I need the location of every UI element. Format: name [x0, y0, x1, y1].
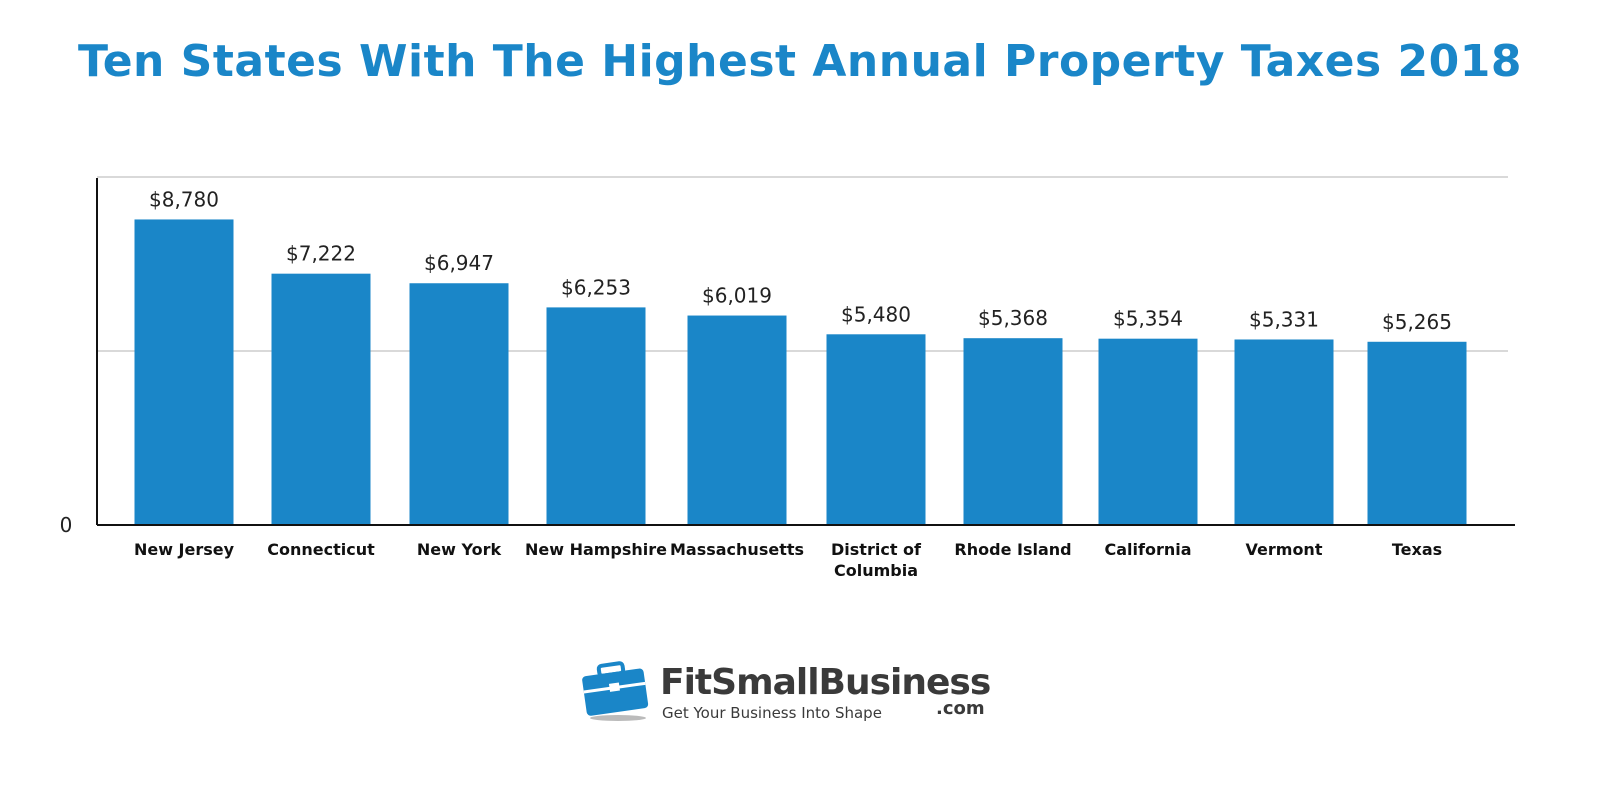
category-label: Massachusetts — [670, 540, 804, 559]
bar-value-label: $5,480 — [841, 302, 911, 326]
category-label-line: District of — [831, 540, 922, 559]
category-label-line: Rhode Island — [954, 540, 1071, 559]
category-label: New Hampshire — [525, 540, 667, 559]
bar-value-label: $6,253 — [561, 275, 631, 299]
bar-value-label: $5,368 — [978, 306, 1048, 330]
bar — [546, 307, 646, 525]
chart-title: Ten States With The Highest Annual Prope… — [78, 36, 1522, 87]
bar-value-label: $5,354 — [1113, 307, 1183, 331]
bar — [1098, 338, 1198, 525]
category-label: California — [1104, 540, 1191, 559]
bar — [826, 334, 926, 525]
category-label: New York — [417, 540, 502, 559]
bar — [271, 273, 371, 525]
category-label: New Jersey — [134, 540, 235, 559]
category-label-line: Texas — [1392, 540, 1442, 559]
bars — [134, 219, 1467, 525]
bar — [687, 315, 787, 525]
bar-value-label: $5,331 — [1249, 307, 1319, 331]
category-label-line: New Jersey — [134, 540, 235, 559]
bar-chart: $8,780 $7,222 $6,947 $6,253 $6,019 $5,480 $5,3… — [60, 176, 1515, 580]
bar-value-label: $8,780 — [149, 187, 219, 211]
category-label: Rhode Island — [954, 540, 1071, 559]
category-label: Connecticut — [267, 540, 375, 559]
category-label-line: Connecticut — [267, 540, 375, 559]
category-label-line: New York — [417, 540, 502, 559]
bar — [134, 219, 234, 525]
bar — [1234, 339, 1334, 525]
bar-value-label: $6,947 — [424, 251, 494, 275]
category-label-line: New Hampshire — [525, 540, 667, 559]
category-label-line: Columbia — [834, 561, 918, 580]
logo-wordmark: FitSmallBusiness — [660, 662, 991, 703]
bar-value-label: $7,222 — [286, 242, 356, 266]
axes: 0 — [60, 178, 1515, 537]
category-label-line: California — [1104, 540, 1191, 559]
bar-value-label: $5,265 — [1382, 310, 1452, 334]
category-label: District of Columbia — [831, 540, 922, 580]
category-labels: New Jersey Connecticut New York New Hampshi… — [134, 540, 1442, 580]
bar — [1367, 341, 1467, 525]
category-label: Texas — [1392, 540, 1442, 559]
bar-value-label: $6,019 — [702, 284, 772, 308]
logo-dotcom: .com — [936, 698, 985, 719]
logo-tagline: Get Your Business Into Shape — [662, 704, 882, 722]
bar — [963, 338, 1063, 525]
category-label-line: Massachusetts — [670, 540, 804, 559]
category-label-line: Vermont — [1246, 540, 1323, 559]
briefcase-icon — [582, 661, 649, 721]
value-labels: $8,780 $7,222 $6,947 $6,253 $6,019 $5,480 $5,3… — [149, 187, 1452, 333]
bar — [409, 283, 509, 525]
category-label: Vermont — [1246, 540, 1323, 559]
y-tick-label: 0 — [60, 513, 73, 537]
fitsmallbusiness-logo: FitSmallBusiness Get Your Business Into … — [580, 660, 1020, 730]
